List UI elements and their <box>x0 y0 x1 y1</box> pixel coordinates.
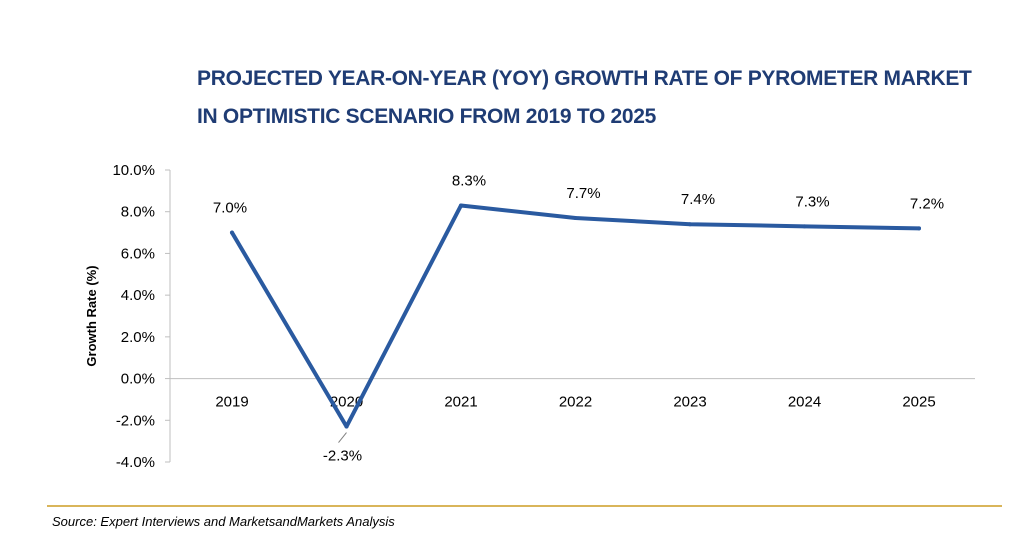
y-tick-label: 0.0% <box>121 371 155 388</box>
data-point <box>802 224 807 229</box>
data-label: 7.4% <box>681 191 715 208</box>
data-point <box>688 222 692 227</box>
x-tick-label: 2023 <box>673 394 706 411</box>
data-point <box>230 230 234 235</box>
y-axis-title: Growth Rate (%) <box>84 265 99 366</box>
chart-title: PROJECTED YEAR-ON-YEAR (YOY) GROWTH RATE… <box>197 67 972 128</box>
data-point <box>459 203 463 208</box>
data-point <box>917 226 921 231</box>
x-tick-label: 2019 <box>215 394 248 411</box>
y-tick-label: 4.0% <box>121 287 155 304</box>
y-tick-label: 6.0% <box>121 245 155 262</box>
x-tick-label: 2025 <box>902 394 935 411</box>
data-label: -2.3% <box>323 448 362 465</box>
source-note: Source: Expert Interviews and Marketsand… <box>52 514 395 529</box>
data-label-leader <box>338 432 347 443</box>
data-point <box>344 424 349 429</box>
data-point <box>573 215 578 220</box>
data-label: 7.0% <box>213 200 247 217</box>
data-label: 7.2% <box>910 195 944 212</box>
x-tick-label: 2024 <box>788 394 821 411</box>
footer-divider <box>47 505 1002 507</box>
data-label: 8.3% <box>452 172 486 189</box>
y-tick-label: 8.0% <box>121 204 155 221</box>
x-tick-label: 2022 <box>559 394 592 411</box>
y-tick-label: -4.0% <box>116 454 155 471</box>
y-tick-label: 10.0% <box>112 162 155 179</box>
data-label: 7.7% <box>566 185 600 202</box>
x-tick-label: 2021 <box>444 394 477 411</box>
y-tick-label: -2.0% <box>116 412 155 429</box>
y-tick-label: 2.0% <box>121 329 155 346</box>
data-label: 7.3% <box>795 193 829 210</box>
